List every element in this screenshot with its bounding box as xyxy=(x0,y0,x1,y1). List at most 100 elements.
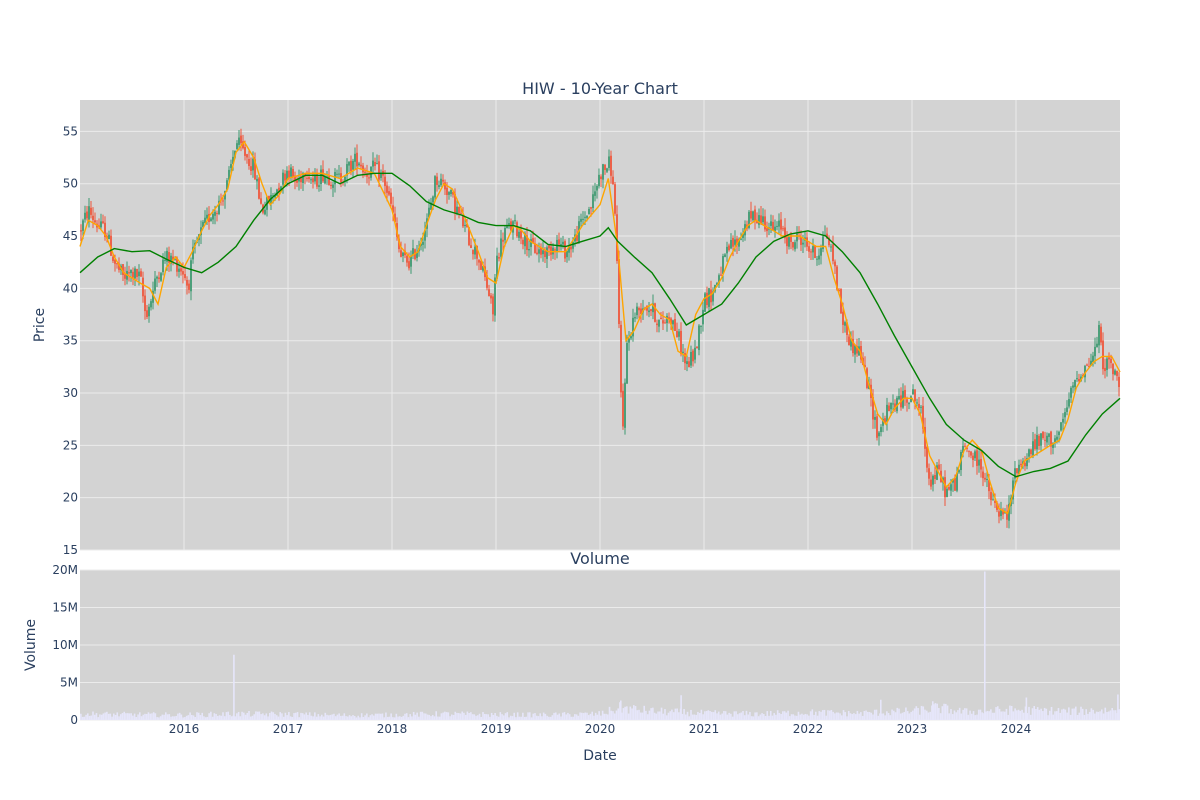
candle-body xyxy=(438,185,440,187)
volume-bar xyxy=(527,712,529,720)
volume-bar xyxy=(85,714,87,720)
volume-bar xyxy=(832,711,834,720)
candle-body xyxy=(166,250,168,262)
volume-bar xyxy=(135,717,138,720)
candle-body xyxy=(204,217,206,223)
volume-bar xyxy=(237,711,240,720)
volume-bar xyxy=(792,714,795,720)
candle-body xyxy=(956,472,958,491)
candle-body xyxy=(822,236,824,250)
candle-body xyxy=(904,389,906,399)
volume-bar xyxy=(1005,708,1008,720)
date-tick-label: 2020 xyxy=(585,722,616,736)
volume-bar xyxy=(300,712,302,720)
candle-body xyxy=(448,192,450,195)
volume-bar xyxy=(119,714,122,720)
volume-bar xyxy=(475,715,477,720)
candle-body xyxy=(252,158,254,171)
candle-body xyxy=(472,250,474,255)
volume-bar xyxy=(530,717,533,720)
candle-body xyxy=(826,233,828,239)
candle-body xyxy=(766,228,768,232)
volume-bar xyxy=(875,709,878,720)
candle-body xyxy=(972,455,974,460)
volume-bar xyxy=(470,712,472,720)
candle-body xyxy=(760,215,762,224)
candle-body xyxy=(676,330,678,338)
candle-body xyxy=(286,170,288,181)
volume-bar xyxy=(126,713,129,720)
volume-bar xyxy=(667,712,670,720)
volume-bar xyxy=(730,713,732,720)
candle-body xyxy=(160,273,162,281)
volume-bar xyxy=(532,713,535,720)
volume-bar xyxy=(735,711,737,720)
volume-bar xyxy=(752,716,755,720)
volume-bar xyxy=(797,711,800,720)
volume-bar xyxy=(700,709,703,720)
volume-bar xyxy=(724,711,727,720)
volume-bar xyxy=(208,713,210,720)
volume-bar xyxy=(107,713,110,720)
candle-body xyxy=(490,295,492,299)
volume-bar xyxy=(253,714,255,720)
candle-body xyxy=(124,274,126,279)
candle-body xyxy=(1068,399,1070,407)
candle-body xyxy=(736,238,738,246)
price-tick-label: 25 xyxy=(63,438,78,452)
volume-bar xyxy=(867,711,869,720)
volume-bar xyxy=(81,716,84,720)
volume-bar xyxy=(674,708,677,720)
volume-bar xyxy=(423,713,425,720)
candle-body xyxy=(1038,435,1040,446)
volume-bar xyxy=(418,716,420,720)
candle-body xyxy=(1042,431,1044,439)
candle-body xyxy=(336,173,338,175)
volume-bar xyxy=(1045,708,1048,720)
volume-bar xyxy=(189,712,191,720)
candle-body xyxy=(638,307,640,311)
price-gridlines xyxy=(80,100,1120,551)
candle-body xyxy=(740,238,742,240)
volume-bar xyxy=(404,713,406,720)
volume-bar xyxy=(515,717,517,720)
volume-bar xyxy=(395,713,398,720)
volume-bar xyxy=(272,712,275,720)
candle-body xyxy=(936,465,938,480)
volume-bar xyxy=(364,715,366,720)
candle-body xyxy=(930,479,932,487)
volume-bar xyxy=(508,717,510,720)
candle-body xyxy=(828,237,830,246)
candle-body xyxy=(1116,370,1118,376)
volume-bar xyxy=(362,716,365,720)
volume-bar xyxy=(960,713,963,720)
volume-bar xyxy=(518,716,521,720)
volume-bar xyxy=(976,714,978,720)
volume-bar xyxy=(1023,712,1025,720)
volume-bar xyxy=(171,716,174,720)
candle-body xyxy=(1094,346,1096,357)
volume-bar xyxy=(90,715,93,720)
volume-bar xyxy=(955,712,957,720)
candle-body xyxy=(764,216,766,230)
volume-bar xyxy=(917,708,919,720)
volume-bar xyxy=(938,707,940,720)
candle-body xyxy=(1060,422,1062,431)
volume-bar xyxy=(596,714,599,720)
volume-bar xyxy=(974,715,977,720)
candle-body xyxy=(460,212,462,214)
candle-body xyxy=(428,207,430,218)
volume-bar xyxy=(409,714,411,720)
volume-tick-label: 0 xyxy=(70,713,78,727)
volume-bar xyxy=(615,710,618,720)
candle-body xyxy=(1028,449,1030,457)
candle-body xyxy=(502,239,504,242)
volume-bar xyxy=(605,713,607,720)
volume-bar xyxy=(1016,710,1018,720)
volume-bar xyxy=(419,711,422,720)
volume-bar xyxy=(100,714,103,720)
volume-bar xyxy=(534,713,536,720)
volume-bar xyxy=(570,716,573,720)
candle-body xyxy=(540,247,542,255)
volume-bar xyxy=(305,712,307,720)
